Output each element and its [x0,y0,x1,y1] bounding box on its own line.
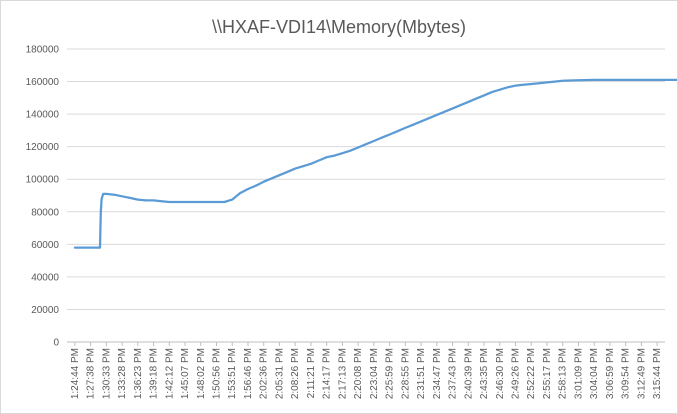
x-tick-label: 3:06:59 PM [605,348,616,399]
x-tick-label: 2:28:55 PM [400,348,411,399]
x-tick-label: 2:31:51 PM [416,348,427,399]
x-tick-label: 2:49:26 PM [511,348,522,399]
x-tick-label: 2:46:30 PM [495,348,506,399]
x-tick-label: 1:30:33 PM [101,348,112,399]
x-tick-label: 2:34:47 PM [432,348,443,399]
x-tick-label: 2:05:31 PM [274,348,285,399]
y-tick-label: 0 [53,338,59,349]
y-tick-label: 180000 [26,45,60,56]
chart-title: \\HXAF-VDI14\Memory(Mbytes) [212,17,466,37]
x-tick-label: 1:24:44 PM [70,348,81,399]
gridlines [67,48,665,343]
series-layer [73,78,677,249]
x-tick-label: 2:52:22 PM [526,348,537,399]
y-tick-label: 80000 [31,207,59,218]
y-tick-label: 100000 [26,175,60,186]
x-tick-label: 2:23:04 PM [369,348,380,399]
x-tick-label: 3:12:49 PM [636,348,647,399]
x-tick-label: 2:43:35 PM [479,348,490,399]
y-axis: 0 20000 40000 60000 80000 100000 120000 140000 1… [26,45,60,349]
x-tick-label: 1:42:12 PM [164,348,175,399]
x-tick-label: 2:02:36 PM [259,348,270,399]
x-tick-label: 1:39:18 PM [149,348,160,399]
memory-series-line [73,78,677,249]
x-tick-label: 1:27:38 PM [86,348,97,399]
y-tick-label: 40000 [31,272,59,283]
x-tick-label: 3:01:09 PM [573,348,584,399]
x-tick-label: 3:04:04 PM [589,348,600,399]
x-tick-label: 2:17:13 PM [337,348,348,399]
x-tick-label: 2:20:08 PM [353,348,364,399]
y-tick-label: 120000 [26,142,60,153]
y-tick-label: 20000 [31,305,59,316]
y-tick-label: 140000 [26,110,60,121]
x-tick-label: 3:09:54 PM [621,348,632,399]
x-tick-label: 1:56:46 PM [243,348,254,399]
x-tick-label: 1:50:56 PM [212,348,223,399]
x-tick-label: 2:08:26 PM [290,348,301,399]
x-tick-label: 2:40:39 PM [463,348,474,399]
x-tick-label: 2:11:21 PM [306,348,317,398]
y-tick-label: 160000 [26,77,60,88]
x-tick-label: 1:48:02 PM [196,348,207,399]
x-tick-label: 3:15:44 PM [652,348,663,399]
x-tick-label: 2:55:17 PM [542,348,553,399]
x-tick-label: 2:25:59 PM [385,348,396,399]
x-tick-label: 1:36:23 PM [133,348,144,399]
x-tick-label: 1:53:51 PM [227,348,238,399]
x-tick-label: 1:45:07 PM [180,348,191,399]
x-tick-label: 1:33:28 PM [117,348,128,399]
x-tick-label: 2:58:13 PM [558,348,569,399]
x-tick-label: 2:37:43 PM [448,348,459,399]
x-tick-label: 2:14:17 PM [322,348,333,399]
x-axis: 1:24:44 PM 1:27:38 PM 1:30:33 PM 1:33:28 PM… [70,342,663,399]
y-tick-label: 60000 [31,240,59,251]
